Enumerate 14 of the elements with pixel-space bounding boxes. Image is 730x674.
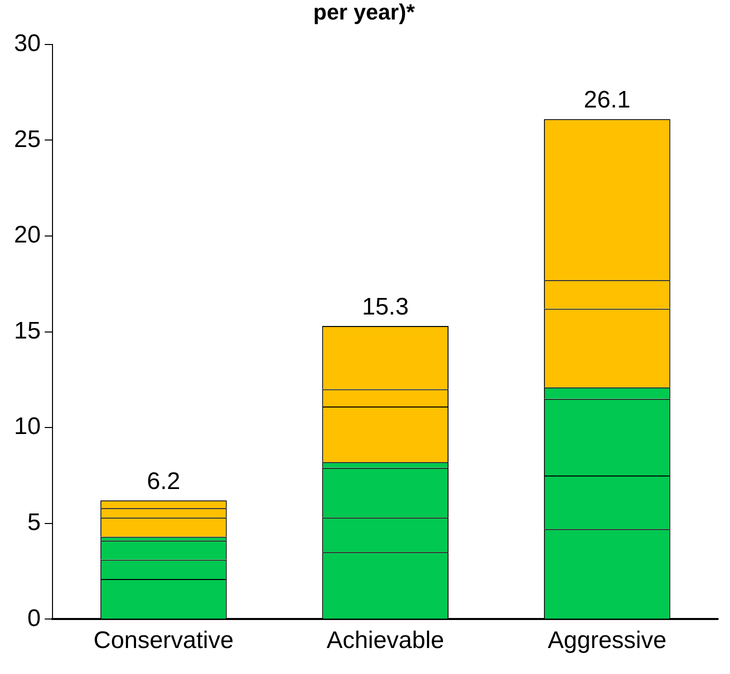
total-label: 6.2	[146, 468, 180, 496]
total-label: 26.1	[584, 86, 630, 114]
y-tick-label: 25	[14, 126, 41, 153]
total-label: 15.3	[362, 294, 409, 321]
x-tick-label: Aggressive	[548, 627, 666, 654]
y-tick-label: 30	[14, 30, 41, 58]
y-tick-label: 5	[27, 509, 41, 536]
y-tick-label: 15	[14, 317, 41, 344]
chart-title: per year)*	[313, 0, 416, 24]
y-tick-label: 10	[14, 413, 41, 440]
x-tick-label: Achievable	[326, 627, 444, 654]
x-tick-label: Conservative	[94, 627, 234, 654]
y-tick-label: 0	[27, 604, 41, 632]
y-tick-label: 20	[14, 222, 41, 249]
